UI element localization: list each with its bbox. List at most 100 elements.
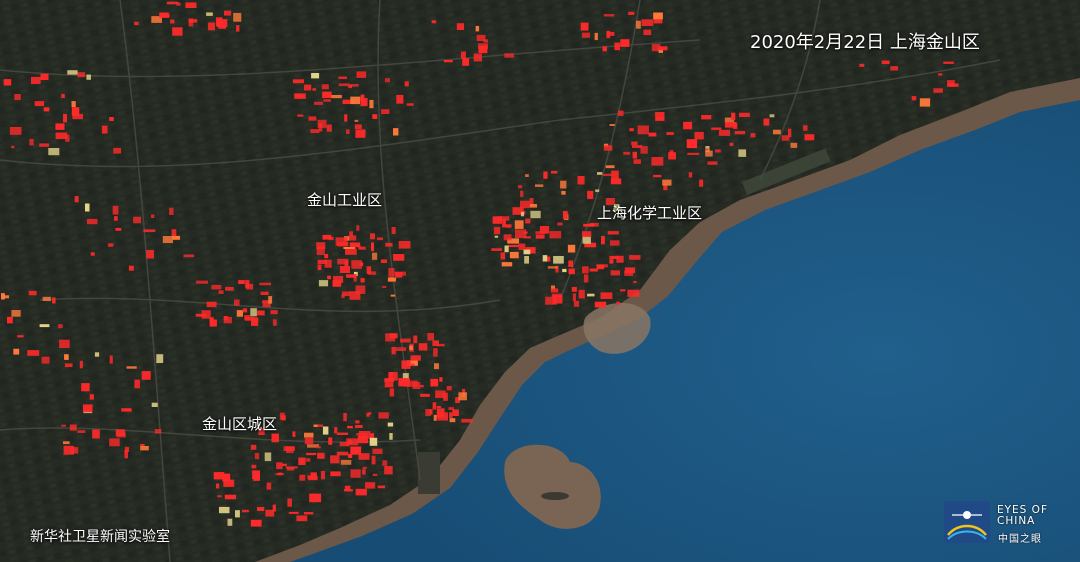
heat-spot — [388, 372, 393, 381]
heat-spot — [577, 176, 585, 185]
heat-spot — [432, 402, 437, 410]
heat-spot — [146, 250, 154, 259]
heat-spot — [356, 433, 367, 436]
heat-spot — [491, 248, 502, 251]
heat-spot — [41, 356, 50, 364]
heat-spot — [292, 79, 304, 84]
heat-spot — [563, 211, 568, 220]
heat-spot — [699, 179, 704, 187]
heat-spot — [71, 101, 76, 108]
heat-spot — [297, 114, 304, 117]
heat-spot — [551, 293, 562, 297]
heat-spot — [272, 319, 277, 326]
heat-spot — [134, 379, 140, 389]
heat-spot — [222, 473, 231, 482]
heat-spot — [587, 293, 595, 297]
heat-spot — [279, 412, 285, 420]
heat-spot — [64, 354, 69, 360]
heat-spot — [694, 131, 704, 140]
heat-spot — [478, 43, 488, 50]
heat-spot — [436, 408, 445, 418]
heat-spot — [643, 29, 652, 36]
heat-spot — [624, 267, 636, 274]
heat-spot — [172, 235, 180, 240]
heat-spot — [133, 216, 141, 224]
heat-spot — [86, 74, 91, 80]
heat-spot — [55, 132, 68, 140]
heat-spot — [391, 346, 396, 355]
heat-spot — [235, 510, 240, 518]
heat-spot — [947, 83, 959, 87]
heat-spot — [525, 247, 536, 254]
heat-spot — [121, 408, 132, 412]
heat-spot — [603, 145, 613, 151]
heat-spot — [394, 271, 406, 276]
heat-spot — [251, 464, 257, 469]
heat-spot — [562, 268, 567, 273]
heat-spot — [461, 418, 473, 423]
heat-spot — [244, 315, 251, 320]
heat-spot — [369, 437, 378, 446]
heat-spot — [705, 150, 713, 157]
heat-spot — [616, 255, 624, 263]
heat-spot — [509, 251, 519, 259]
heat-spot — [303, 512, 314, 515]
heat-spot — [651, 157, 664, 166]
heat-spot — [640, 146, 648, 154]
heat-spot — [385, 242, 393, 247]
heat-spot — [109, 355, 113, 364]
heat-spot — [124, 446, 129, 452]
heat-spot — [327, 275, 331, 280]
heat-spot — [409, 345, 413, 350]
heat-spot — [549, 231, 562, 239]
heat-spot — [655, 112, 665, 121]
heat-spot — [265, 509, 275, 517]
heat-spot — [502, 219, 506, 228]
heat-spot — [435, 390, 446, 398]
heat-spot — [31, 76, 41, 84]
heat-spot — [388, 372, 398, 381]
heat-spot — [326, 124, 332, 132]
heat-spot — [384, 466, 393, 475]
heat-spot — [578, 289, 585, 299]
heat-spot — [473, 53, 482, 62]
heat-spot — [560, 180, 567, 189]
heat-spot — [551, 170, 558, 174]
heat-spot — [436, 406, 442, 408]
heat-spot — [258, 427, 265, 435]
heat-spot — [29, 139, 34, 146]
heat-spot — [582, 231, 592, 238]
heat-spot — [223, 479, 235, 487]
heat-spot — [14, 94, 21, 101]
heat-spot — [1, 295, 10, 299]
place-label-chemical-park: 上海化学工业区 — [597, 204, 703, 222]
heat-spot — [456, 23, 465, 30]
logo-text-cn: 中国之眼 — [998, 534, 1042, 545]
heat-spot — [601, 235, 605, 245]
heat-spot — [707, 161, 718, 165]
heat-spot — [264, 452, 272, 462]
heat-spot — [788, 128, 792, 138]
heat-spot — [298, 457, 306, 465]
offshore-island — [504, 444, 601, 529]
heat-spot — [350, 469, 361, 478]
heat-spot — [317, 452, 325, 459]
heat-spot — [551, 285, 555, 290]
heat-spot — [143, 229, 156, 233]
heat-spot — [418, 343, 428, 351]
heat-spot — [606, 31, 615, 36]
island-rock — [541, 492, 569, 500]
heat-spot — [653, 174, 662, 178]
heat-spot — [321, 84, 329, 90]
heat-spot — [245, 283, 254, 290]
heat-spot — [919, 98, 931, 107]
heat-spot — [356, 225, 360, 231]
heat-spot — [627, 289, 640, 297]
heat-spot — [79, 360, 83, 369]
heat-spot — [89, 394, 94, 400]
heat-spot — [337, 258, 349, 265]
heat-spot — [497, 216, 510, 221]
heat-spot — [385, 333, 396, 342]
heat-spot — [90, 252, 95, 256]
